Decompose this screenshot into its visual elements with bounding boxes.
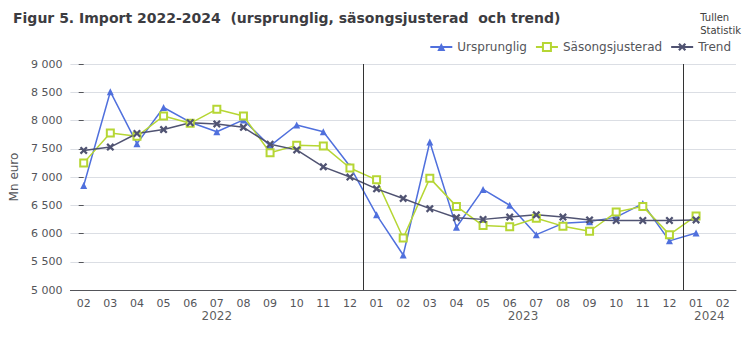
svg-text:02: 02: [715, 297, 730, 310]
svg-text:07: 07: [209, 297, 224, 310]
svg-text:10: 10: [609, 297, 623, 310]
svg-text:Ursprunglig: Ursprunglig: [457, 40, 527, 54]
svg-text:Trend: Trend: [697, 40, 731, 54]
svg-text:10: 10: [290, 297, 304, 310]
svg-text:04: 04: [449, 297, 463, 310]
svg-text:5 500: 5 500: [31, 255, 63, 268]
svg-text:04: 04: [130, 297, 144, 310]
svg-text:01: 01: [689, 297, 704, 310]
svg-text:9 000: 9 000: [31, 58, 63, 71]
svg-text:8 500: 8 500: [31, 86, 63, 99]
svg-text:2023: 2023: [508, 309, 539, 323]
svg-text:2024: 2024: [694, 309, 725, 323]
svg-text:8 000: 8 000: [31, 114, 63, 127]
svg-text:Statistik: Statistik: [700, 25, 741, 36]
svg-text:05: 05: [476, 297, 490, 310]
svg-text:5 000: 5 000: [31, 284, 63, 297]
svg-text:Figur 5. Import 2022-2024 (ur: Figur 5. Import 2022-2024 (ursprunglig, …: [13, 10, 560, 26]
svg-text:6 500: 6 500: [31, 199, 63, 212]
svg-text:Säsongsjusterad: Säsongsjusterad: [563, 40, 662, 54]
svg-text:7 500: 7 500: [31, 142, 63, 155]
svg-text:02: 02: [77, 297, 91, 310]
svg-text:03: 03: [103, 297, 117, 310]
svg-text:09: 09: [263, 297, 277, 310]
svg-text:2022: 2022: [202, 309, 233, 323]
svg-text:07: 07: [529, 297, 544, 310]
svg-text:05: 05: [157, 297, 171, 310]
svg-text:08: 08: [556, 297, 570, 310]
svg-text:08: 08: [236, 297, 250, 310]
svg-text:01: 01: [370, 297, 384, 310]
svg-text:11: 11: [316, 297, 330, 310]
svg-text:12: 12: [662, 297, 676, 310]
svg-text:7 000: 7 000: [31, 171, 63, 184]
svg-text:03: 03: [423, 297, 437, 310]
svg-text:Tullen: Tullen: [699, 12, 729, 23]
svg-text:11: 11: [636, 297, 650, 310]
svg-text:09: 09: [583, 297, 597, 310]
svg-text:Mn euro: Mn euro: [7, 153, 21, 202]
svg-text:06: 06: [183, 297, 197, 310]
svg-text:6 000: 6 000: [31, 227, 63, 240]
svg-text:02: 02: [396, 297, 410, 310]
svg-text:06: 06: [502, 297, 517, 310]
svg-text:12: 12: [343, 297, 357, 310]
